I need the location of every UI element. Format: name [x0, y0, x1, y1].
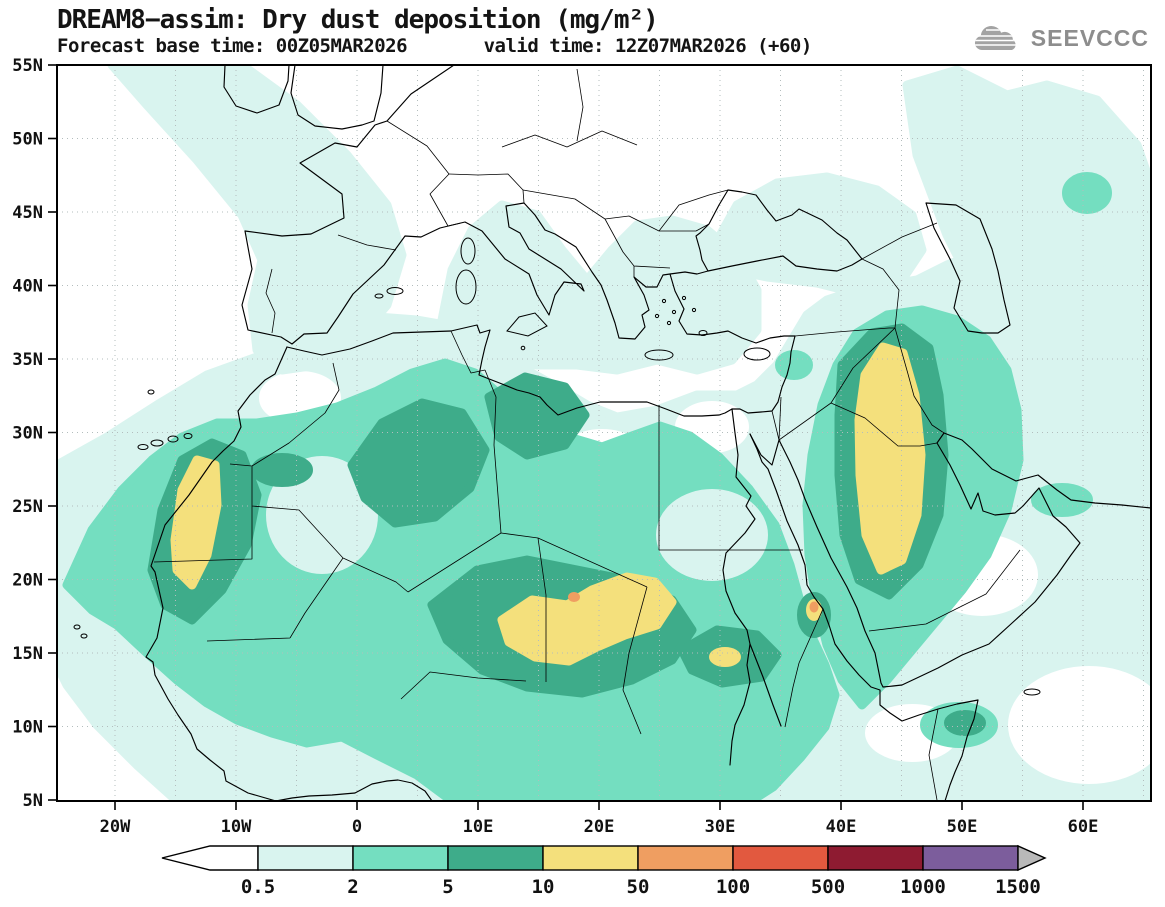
svg-text:5N: 5N: [23, 791, 43, 811]
svg-text:50E: 50E: [947, 817, 978, 837]
svg-text:40N: 40N: [12, 277, 43, 297]
svg-text:5: 5: [442, 876, 453, 898]
svg-text:50: 50: [627, 876, 650, 898]
contour-fills: [57, 65, 1165, 801]
svg-text:30N: 30N: [12, 424, 43, 444]
svg-text:1000: 1000: [900, 876, 946, 898]
lat-axis-labels: 55N 50N 45N 40N 35N 30N 25N 20N 15N 10N 5N: [12, 56, 43, 811]
svg-text:50N: 50N: [12, 130, 43, 150]
svg-text:10: 10: [532, 876, 555, 898]
dust-forecast-page: DREAM8−assim: Dry dust deposition (mg/m²…: [0, 0, 1165, 907]
svg-text:45N: 45N: [12, 203, 43, 223]
svg-text:1500: 1500: [995, 876, 1041, 898]
svg-text:10N: 10N: [12, 718, 43, 738]
svg-text:0.5: 0.5: [241, 876, 275, 898]
svg-text:30E: 30E: [705, 817, 736, 837]
svg-text:10W: 10W: [221, 817, 252, 837]
svg-text:20E: 20E: [584, 817, 615, 837]
svg-text:20W: 20W: [100, 817, 131, 837]
svg-text:55N: 55N: [12, 56, 43, 76]
colorbar-legend: 0.5 2 5 10 50 100 500 1000 1500: [162, 846, 1045, 898]
svg-text:25N: 25N: [12, 497, 43, 517]
svg-text:0: 0: [352, 817, 362, 837]
svg-text:20N: 20N: [12, 571, 43, 591]
lon-axis-labels: 20W 10W 0 10E 20E 30E 40E 50E 60E: [100, 817, 1099, 837]
svg-text:15N: 15N: [12, 644, 43, 664]
svg-text:35N: 35N: [12, 350, 43, 370]
svg-text:2: 2: [347, 876, 358, 898]
svg-text:100: 100: [716, 876, 750, 898]
forecast-map: 55N 50N 45N 40N 35N 30N 25N 20N 15N 10N 5N 20W 10W 0…: [0, 0, 1165, 907]
svg-text:40E: 40E: [826, 817, 857, 837]
svg-text:10E: 10E: [463, 817, 494, 837]
svg-text:60E: 60E: [1068, 817, 1099, 837]
svg-text:500: 500: [811, 876, 845, 898]
